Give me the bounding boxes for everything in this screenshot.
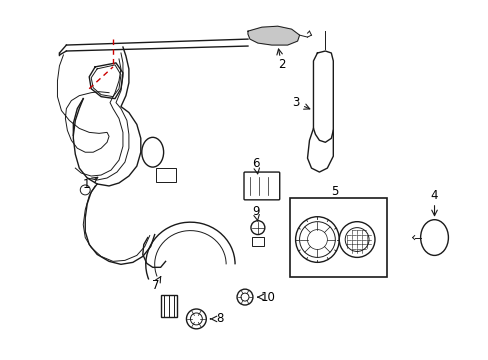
Text: 5: 5 xyxy=(331,185,338,198)
Bar xyxy=(289,198,386,277)
Text: 10: 10 xyxy=(260,291,275,303)
Text: 3: 3 xyxy=(291,96,299,109)
Text: 6: 6 xyxy=(252,157,259,170)
Bar xyxy=(155,168,175,182)
Text: 9: 9 xyxy=(252,205,259,218)
Text: 2: 2 xyxy=(277,58,285,71)
Text: 8: 8 xyxy=(216,312,224,325)
Text: 7: 7 xyxy=(152,279,159,292)
Polygon shape xyxy=(313,51,333,142)
Polygon shape xyxy=(247,26,299,45)
Text: 4: 4 xyxy=(430,189,437,202)
Bar xyxy=(161,295,176,317)
Bar xyxy=(251,237,264,247)
Text: 1: 1 xyxy=(82,179,90,192)
